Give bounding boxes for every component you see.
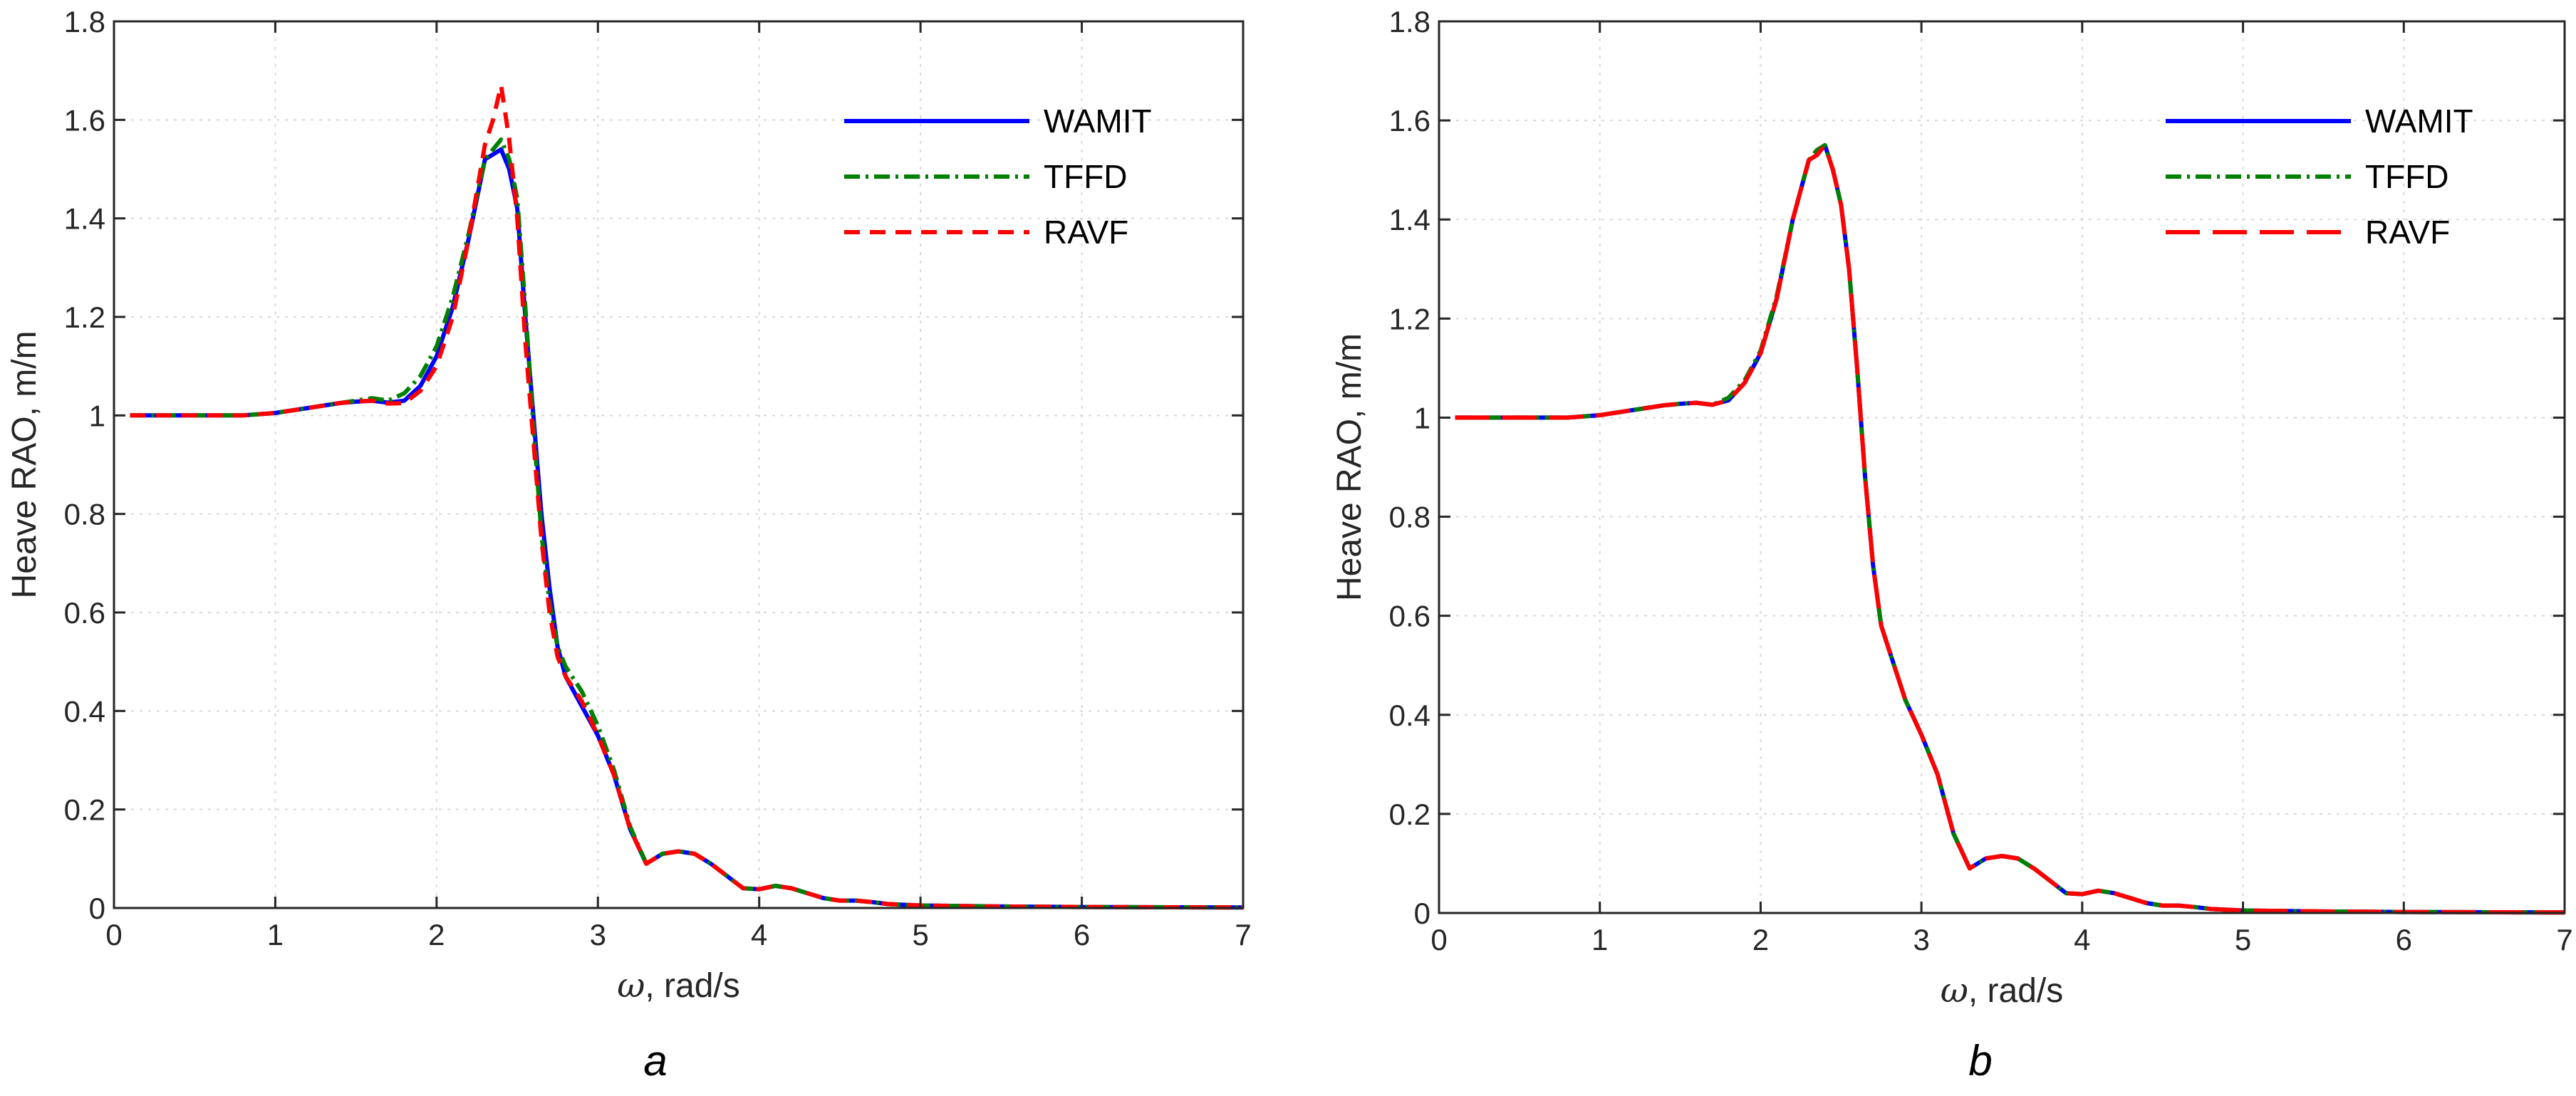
x-tick-label: 3 <box>590 918 606 951</box>
x-axis-unit: , rad/s <box>1968 972 2063 1010</box>
y-tick-label: 0.2 <box>64 793 105 827</box>
x-tick-label: 4 <box>751 918 767 951</box>
x-axis-label: ω, rad/s <box>1941 971 2064 1011</box>
panel-label: a <box>643 1037 667 1085</box>
y-tick-label: 1.6 <box>64 103 105 137</box>
x-tick-label: 7 <box>1235 918 1251 951</box>
y-tick-label: 1 <box>89 399 105 432</box>
y-tick-label: 0.2 <box>1389 798 1430 831</box>
series-line-tffd <box>1455 142 2565 915</box>
y-tick-label: 1.8 <box>1389 5 1430 38</box>
legend-label-wamit: WAMIT <box>2365 103 2473 140</box>
x-tick-label: 2 <box>1752 923 1769 956</box>
x-axis-label: ω, rad/s <box>617 966 740 1006</box>
x-axis-symbol: ω <box>617 966 645 1006</box>
panel-label: b <box>1968 1037 1992 1085</box>
legend-label-ravf: RAVF <box>1044 214 1128 251</box>
series-line-ravf <box>1455 142 2565 915</box>
y-tick-label: 0 <box>1414 897 1430 930</box>
y-tick-label: 1.2 <box>64 301 105 334</box>
series-line-tffd <box>130 137 1244 910</box>
series-line-ravf <box>130 83 1244 910</box>
y-axis-label: Heave RAO, m/m <box>6 330 43 598</box>
plot-frame <box>1438 20 2566 914</box>
y-tick-label: 1.4 <box>64 202 105 236</box>
y-tick-label: 1.8 <box>64 5 105 38</box>
legend-label-tffd: TFFD <box>1044 158 1128 195</box>
x-tick-label: 0 <box>105 918 122 951</box>
y-tick-label: 0.8 <box>1389 501 1430 534</box>
x-axis-unit: , rad/s <box>645 967 739 1005</box>
x-tick-label: 0 <box>1430 923 1447 956</box>
series-line-wamit <box>1455 142 2565 915</box>
legend: WAMIT TFFD RAVF <box>2166 103 2473 251</box>
y-tick-label: 1.6 <box>1389 104 1430 137</box>
y-tick-label: 0.4 <box>1389 699 1430 732</box>
plot-frame <box>113 20 1245 909</box>
legend: WAMIT TFFD RAVF <box>844 103 1152 251</box>
x-tick-label: 3 <box>1913 923 1929 956</box>
legend-label-wamit: WAMIT <box>1044 103 1152 140</box>
x-tick-label: 1 <box>267 918 284 951</box>
y-tick-label: 1.2 <box>1389 302 1430 335</box>
legend-label-ravf: RAVF <box>2365 214 2450 251</box>
y-tick-label: 1.4 <box>1389 203 1430 236</box>
x-tick-label: 5 <box>912 918 928 951</box>
y-tick-label: 0.6 <box>64 596 105 630</box>
x-tick-label: 6 <box>1074 918 1090 951</box>
y-tick-label: 0 <box>89 892 105 925</box>
legend-label-tffd: TFFD <box>2365 158 2449 195</box>
x-tick-label: 5 <box>2235 923 2251 956</box>
x-tick-label: 6 <box>2396 923 2412 956</box>
y-tick-label: 0.4 <box>64 694 105 728</box>
series-line-wamit <box>130 147 1244 910</box>
y-tick-label: 0.6 <box>1389 600 1430 633</box>
x-axis-symbol: ω <box>1941 971 1968 1011</box>
chart-panel-b: 0 1 2 3 4 5 6 7 0 0.2 0.4 0.6 0.8 1 1.2 1.4 1.6 1.8 ω, rad… <box>1331 5 2573 1085</box>
y-axis-label: Heave RAO, m/m <box>1331 333 1368 601</box>
y-tick-label: 0.8 <box>64 498 105 531</box>
x-tick-label: 1 <box>1591 923 1608 956</box>
y-tick-label: 1 <box>1414 401 1430 434</box>
x-tick-label: 7 <box>2556 923 2572 956</box>
chart-panel-a: 0 1 2 3 4 5 6 7 0 0.2 0.4 0.6 0.8 1 1.2 1.4 1.6 1.8 ω, rad… <box>6 5 1252 1085</box>
x-tick-label: 4 <box>2074 923 2090 956</box>
x-tick-label: 2 <box>428 918 445 951</box>
